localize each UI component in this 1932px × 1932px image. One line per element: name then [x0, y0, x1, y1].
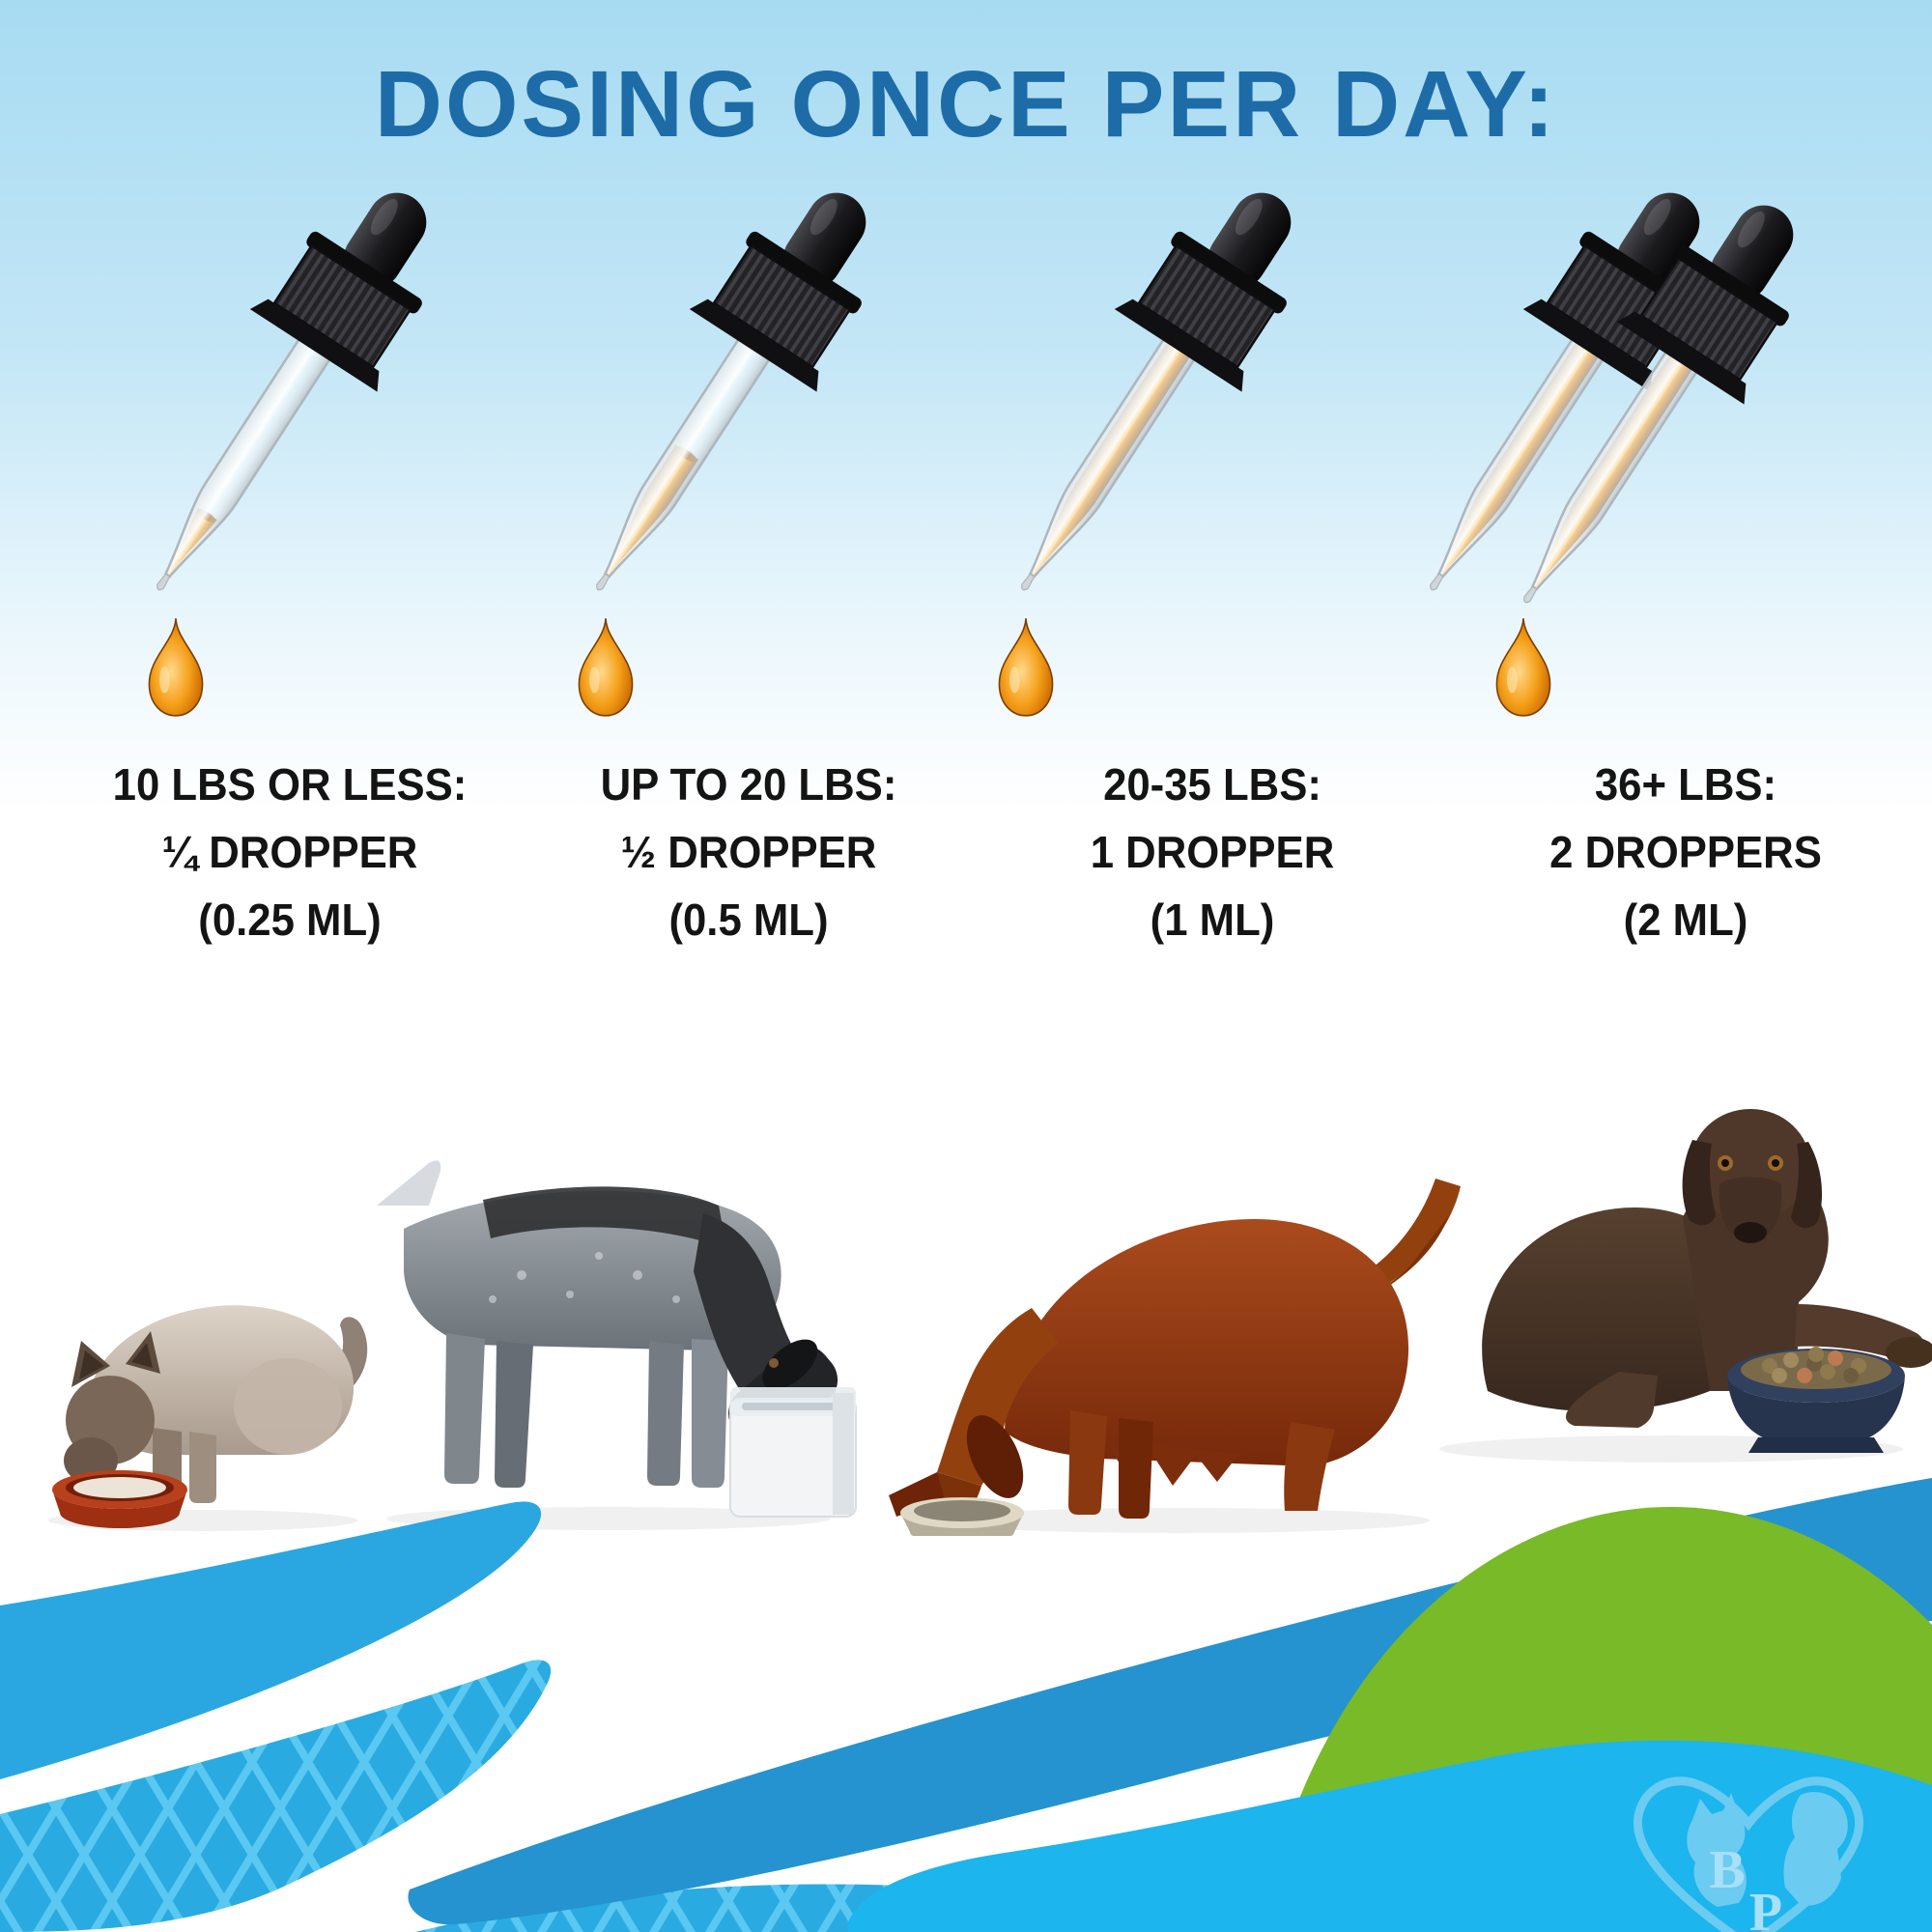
wave-pattern-swoosh	[0, 1660, 552, 1932]
dropper-row	[0, 0, 1932, 773]
dropper-full-icon	[1468, 162, 1835, 652]
ml-label: (2 ML)	[1623, 894, 1748, 945]
labrador-photo	[1439, 1109, 1932, 1463]
dose-label: ¼ DROPPER	[161, 826, 418, 877]
dropper-full-icon	[966, 150, 1333, 639]
brand-logo: B P	[1633, 1776, 1864, 1932]
logo-letter-p: P	[1749, 1883, 1782, 1932]
page-title: DOSING ONCE PER DAY:	[374, 51, 1558, 156]
dropper-half-icon	[541, 150, 908, 639]
logo-letter-b: B	[1709, 1840, 1745, 1900]
dose-column-1: 10 LBS OR LESS: ¼ DROPPER (0.25 ML)	[58, 752, 522, 954]
wave-pattern-bottom-strip	[415, 1884, 1043, 1932]
dose-column-2: UP TO 20 LBS: ½ DROPPER (0.5 ML)	[517, 752, 980, 954]
oil-drop-icon	[998, 617, 1054, 717]
weight-label: 20-35 LBS:	[1103, 759, 1321, 810]
oil-drop-icon	[1495, 617, 1551, 717]
oil-drop-icon	[148, 617, 204, 717]
dose-column-3: 20-35 LBS: 1 DROPPER (1 ML)	[980, 752, 1444, 954]
ml-label: (0.5 ML)	[668, 894, 829, 945]
ml-label: (1 ML)	[1150, 894, 1275, 945]
wave-band-upper-left	[0, 1501, 542, 1779]
weight-label: 36+ LBS:	[1594, 759, 1777, 810]
dose-label: ½ DROPPER	[620, 826, 877, 877]
ml-label: (0.25 ML)	[198, 894, 382, 945]
dose-label: 1 DROPPER	[1090, 826, 1335, 877]
weight-label: UP TO 20 LBS:	[600, 759, 897, 810]
setter-photo	[889, 1179, 1461, 1536]
dog-silhouette-icon	[1783, 1792, 1848, 1906]
dose-column-4: 36+ LBS: 2 DROPPERS (2 ML)	[1454, 752, 1918, 954]
oil-drop-icon	[578, 617, 634, 717]
weight-label: 10 LBS OR LESS:	[112, 759, 468, 810]
puppy-photo	[377, 1160, 857, 1530]
cat-photo	[48, 1305, 368, 1531]
dropper-quarter-icon	[101, 150, 469, 639]
dose-label: 2 DROPPERS	[1549, 826, 1822, 877]
